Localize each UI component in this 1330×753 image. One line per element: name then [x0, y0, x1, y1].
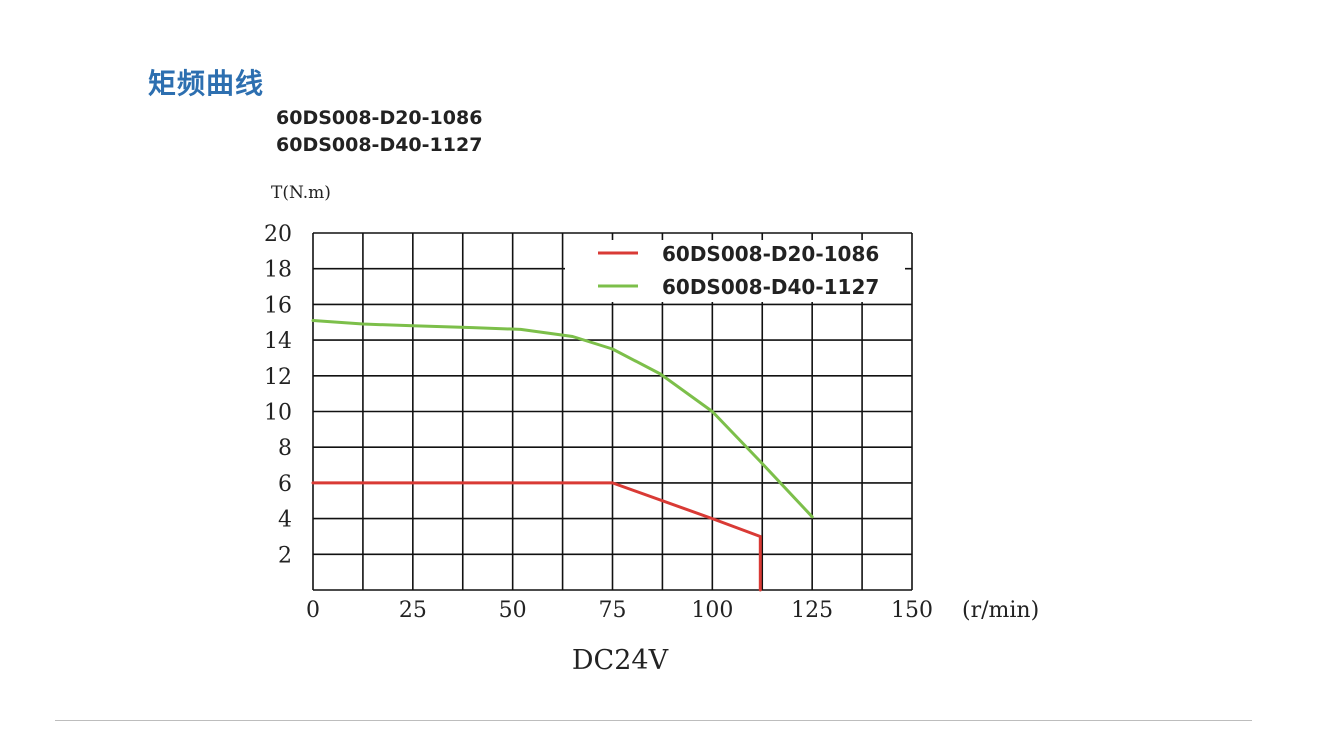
page-title: 矩频曲线 [148, 67, 265, 100]
y-tick-label: 18 [264, 258, 292, 283]
x-tick-label: 0 [306, 598, 320, 623]
y-tick-label: 14 [264, 329, 292, 354]
x-tick-label: 75 [599, 598, 627, 623]
y-tick-label: 20 [264, 222, 292, 247]
x-tick-label: 25 [399, 598, 427, 623]
chart-caption: DC24V [572, 645, 669, 676]
legend-label: 60DS008-D20-1086 [662, 242, 879, 266]
x-tick-label: 125 [791, 598, 833, 623]
y-tick-label: 16 [264, 293, 292, 318]
x-tick-label: 150 [891, 598, 933, 623]
legend-box [565, 240, 905, 302]
y-tick-label: 8 [278, 436, 292, 461]
x-axis-label: (r/min) [962, 598, 1039, 623]
series-line [311, 319, 814, 519]
x-tick-label: 100 [691, 598, 733, 623]
legend-label: 60DS008-D40-1127 [662, 275, 879, 299]
footer-divider [55, 720, 1252, 721]
y-tick-label: 2 [278, 543, 292, 568]
model-name-2: 60DS008-D40-1127 [276, 134, 483, 156]
y-axis-label: T(N.m) [271, 183, 331, 203]
y-tick-label: 12 [264, 365, 292, 390]
x-tick-label: 50 [499, 598, 527, 623]
series-line [311, 481, 762, 592]
y-tick-label: 10 [264, 401, 292, 426]
y-tick-label: 6 [278, 472, 292, 497]
model-name-1: 60DS008-D20-1086 [276, 107, 483, 129]
y-tick-label: 4 [278, 508, 292, 533]
